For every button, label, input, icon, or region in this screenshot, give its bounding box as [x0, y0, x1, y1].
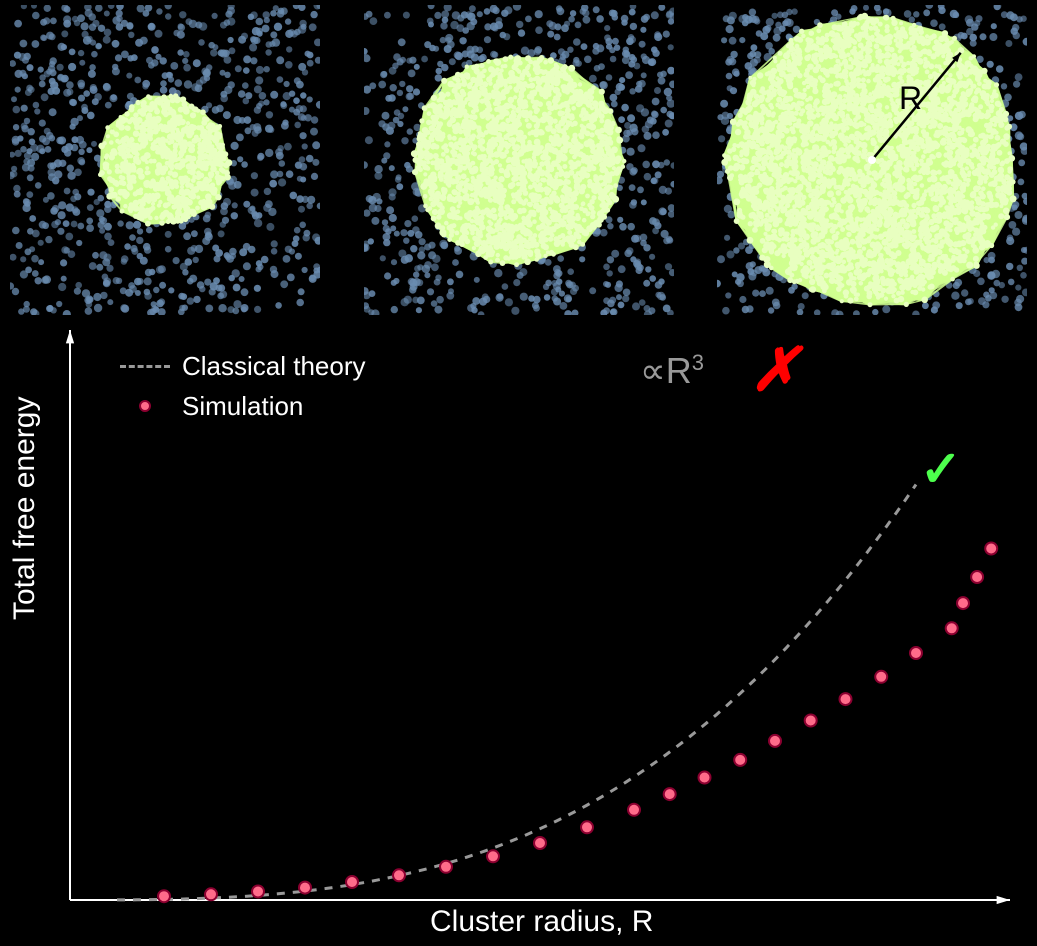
- panel-large-cluster: R: [717, 5, 1027, 315]
- cross-mark-icon: ✗: [750, 335, 800, 405]
- radius-r-label: R: [899, 80, 922, 117]
- legend-label-simulation: Simulation: [182, 391, 303, 422]
- y-axis-label: Total free energy: [8, 397, 42, 620]
- check-mark-icon: ✓: [920, 440, 962, 498]
- panel-svg-2: [717, 5, 1027, 315]
- panel-svg-0: [10, 5, 320, 315]
- panel-medium-cluster: [364, 5, 674, 315]
- legend-row-classical: Classical theory: [120, 350, 366, 382]
- legend-label-classical: Classical theory: [182, 351, 366, 382]
- panel-svg-1: [364, 5, 674, 315]
- r-cubed-annotation: ∝R3: [640, 350, 704, 392]
- x-axis-label: Cluster radius, R: [430, 905, 653, 939]
- legend-dash-icon: [120, 365, 170, 368]
- panel-small-cluster: [10, 5, 320, 315]
- legend-marker-icon: [120, 400, 170, 412]
- proportional-symbol: ∝: [640, 350, 666, 391]
- annotation-r: R: [666, 350, 692, 391]
- annotation-sup: 3: [692, 350, 704, 375]
- chart-legend: Classical theory Simulation: [120, 350, 366, 430]
- simulation-panels-row: R: [0, 0, 1037, 315]
- legend-row-simulation: Simulation: [120, 390, 366, 422]
